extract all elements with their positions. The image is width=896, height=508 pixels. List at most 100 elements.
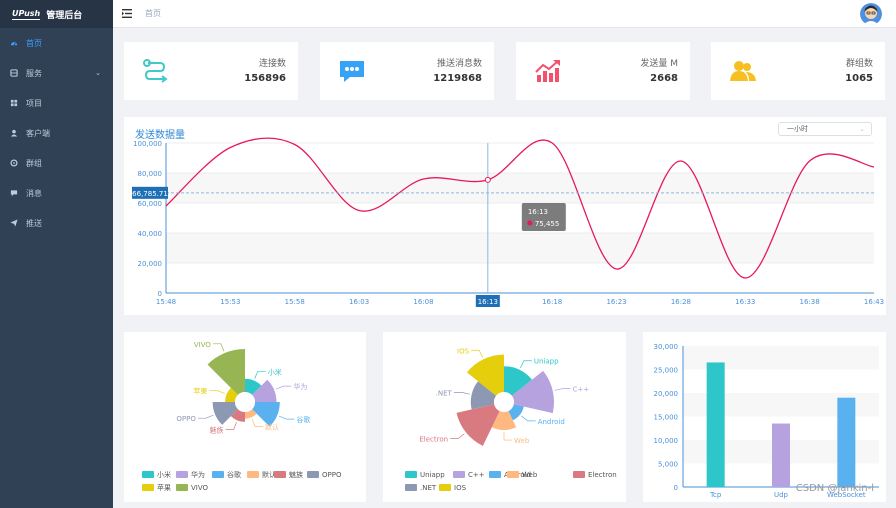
rose-slice[interactable] xyxy=(225,387,238,402)
slice-label-line xyxy=(554,388,571,391)
legend-label[interactable]: 魅族 xyxy=(289,470,303,479)
legend-swatch[interactable] xyxy=(212,471,224,478)
rose-slice[interactable] xyxy=(470,381,497,410)
slice-label-line xyxy=(503,432,512,441)
bar-udp[interactable] xyxy=(772,423,790,487)
bar-tcp[interactable] xyxy=(706,362,725,487)
pie-chart-platform[interactable]: Uniapp C++ Android Web Electron .NET IOS Uniapp… xyxy=(383,332,626,502)
legend-swatch[interactable] xyxy=(176,484,188,491)
y-tick-label: 40,000 xyxy=(138,230,163,238)
legend-label[interactable]: Uniapp xyxy=(420,471,445,479)
legend-swatch[interactable] xyxy=(439,484,451,491)
time-range-value: 一小时 xyxy=(787,125,808,133)
bar-websocket[interactable] xyxy=(837,397,856,487)
rose-slice[interactable] xyxy=(230,409,245,422)
stat-value: 1065 xyxy=(845,73,873,84)
legend-swatch[interactable] xyxy=(142,471,154,478)
legend-label[interactable]: 华为 xyxy=(191,470,205,479)
legend-swatch[interactable] xyxy=(176,471,188,478)
crosshair-y-label: 66,785.71 xyxy=(132,190,168,198)
legend-swatch[interactable] xyxy=(405,471,417,478)
rose-slice[interactable] xyxy=(207,349,245,395)
rose-slice[interactable] xyxy=(245,378,262,395)
stat-card-2[interactable]: 发送量 M 2668 xyxy=(516,42,690,100)
hamburger-icon[interactable] xyxy=(122,9,132,18)
legend-label[interactable]: 谷歌 xyxy=(227,470,241,479)
sidebar-item-1[interactable]: 服务 ⌄ xyxy=(0,58,113,88)
legend-label[interactable]: IOS xyxy=(454,484,467,492)
sidebar-item-0[interactable]: 首页 xyxy=(0,28,113,58)
sidebar-item-4[interactable]: 群组 xyxy=(0,148,113,178)
slice-label: VIVO xyxy=(194,341,212,349)
x-tick-label: 16:28 xyxy=(671,298,691,306)
legend-label[interactable]: 苹果 xyxy=(157,483,171,492)
legend-label[interactable]: 默认 xyxy=(262,470,276,479)
legend-swatch[interactable] xyxy=(489,471,501,478)
avatar[interactable] xyxy=(860,3,882,25)
sidebar-item-6[interactable]: 推送 xyxy=(0,208,113,238)
stat-card-1[interactable]: 推送消息数 1219868 xyxy=(320,42,494,100)
sidebar-item-3[interactable]: 客户端 xyxy=(0,118,113,148)
legend-swatch[interactable] xyxy=(453,471,465,478)
x-tick-label: WebSocket xyxy=(827,491,866,499)
x-tick-label: 15:58 xyxy=(285,298,305,306)
stat-card-0[interactable]: 连接数 156896 xyxy=(124,42,298,100)
top-header: 首页 xyxy=(113,0,896,28)
send-icon xyxy=(10,219,18,227)
legend-label[interactable]: Electron xyxy=(588,471,617,479)
legend-swatch[interactable] xyxy=(274,471,286,478)
line-chart[interactable]: 100,000 80,000 60,000 40,000 20,000 015:48 15:… xyxy=(124,117,886,315)
x-tick-label: 16:38 xyxy=(800,298,820,306)
crosshair-x-badge xyxy=(475,295,500,307)
slice-label-line xyxy=(209,390,225,394)
x-tick-label: 16:33 xyxy=(735,298,755,306)
slice-label-line xyxy=(520,360,532,369)
legend-label[interactable]: OPPO xyxy=(322,471,342,479)
sidebar-item-5[interactable]: 消息 xyxy=(0,178,113,208)
pie-chart-platform-card: Uniapp C++ Android Web Electron .NET IOS Uniapp… xyxy=(383,332,626,502)
stat-card-3[interactable]: 群组数 1065 xyxy=(711,42,885,100)
data-point[interactable] xyxy=(484,176,491,183)
sidebar: UPush 管理后台 首页 服务 ⌄ 项目 客户端 群组 消息 推送 xyxy=(0,0,113,508)
slice-label-line xyxy=(197,414,214,419)
bar-chart-protocol[interactable]: 30,000 25,000 20,000 15,000 10,000 5,000 0 Tcp U… xyxy=(643,332,886,502)
legend-label[interactable]: Web xyxy=(522,471,538,479)
slice-label-line xyxy=(275,385,292,390)
series-line[interactable] xyxy=(165,137,875,279)
rose-slice[interactable] xyxy=(466,354,504,396)
slice-label: Web xyxy=(514,437,530,445)
rose-slice[interactable] xyxy=(252,379,277,402)
slice-label: .NET xyxy=(436,389,453,397)
time-range-select[interactable]: 一小时 ⌄ xyxy=(778,122,872,136)
logo-mark: UPush xyxy=(12,8,41,20)
legend-label[interactable]: .NET xyxy=(420,484,437,492)
legend-label[interactable]: VIVO xyxy=(191,484,209,492)
y-tick-label: 60,000 xyxy=(138,200,163,208)
legend-swatch[interactable] xyxy=(405,484,417,491)
rose-slice[interactable] xyxy=(212,402,238,425)
rose-slice[interactable] xyxy=(245,409,257,419)
rose-slice[interactable] xyxy=(491,411,517,431)
rose-slice[interactable] xyxy=(511,370,554,414)
rose-slice[interactable] xyxy=(252,402,280,427)
rose-slice[interactable] xyxy=(456,404,500,446)
rose-slice[interactable] xyxy=(508,404,524,421)
legend-swatch[interactable] xyxy=(307,471,319,478)
slice-label-line xyxy=(251,419,264,427)
app-logo[interactable]: UPush 管理后台 xyxy=(0,0,113,28)
slice-label-line xyxy=(453,392,470,395)
legend-swatch[interactable] xyxy=(247,471,259,478)
legend-swatch[interactable] xyxy=(573,471,585,478)
sidebar-item-2[interactable]: 项目 xyxy=(0,88,113,118)
x-tick-label: 16:43 xyxy=(864,298,884,306)
legend-swatch[interactable] xyxy=(142,484,154,491)
breadcrumb[interactable]: 首页 xyxy=(145,9,161,18)
legend-label[interactable]: C++ xyxy=(468,471,485,479)
y-tick-label: 0 xyxy=(674,484,678,492)
pie-chart-brand-card: 小米 华为 谷歌 默认 魅族 OPPO 苹果 VIVO 小米 华为 谷歌 默认 魅族 OPPO 苹果 VIVO xyxy=(124,332,366,502)
legend-swatch[interactable] xyxy=(507,471,519,478)
rose-slice[interactable] xyxy=(504,366,532,396)
legend-label[interactable]: 小米 xyxy=(157,470,171,479)
y-tick-label: 15,000 xyxy=(654,414,679,422)
